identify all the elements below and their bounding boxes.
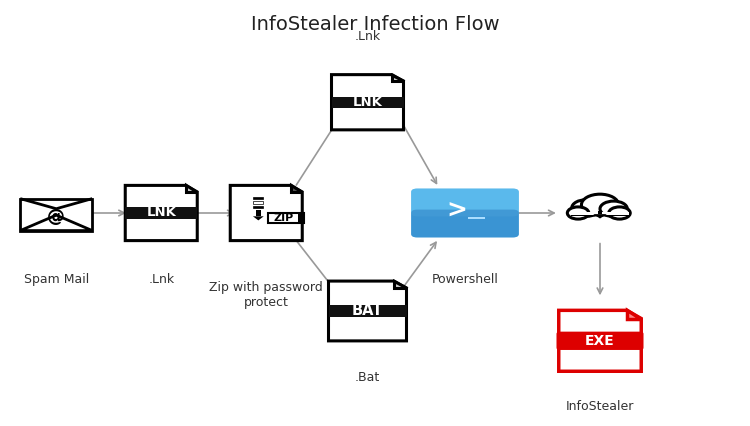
Polygon shape xyxy=(559,310,641,371)
Bar xyxy=(256,210,261,216)
FancyBboxPatch shape xyxy=(411,189,519,216)
Bar xyxy=(125,207,197,219)
Text: .Lnk: .Lnk xyxy=(355,29,380,43)
Polygon shape xyxy=(253,216,264,220)
Polygon shape xyxy=(186,185,197,192)
Bar xyxy=(298,213,304,223)
Polygon shape xyxy=(125,185,197,241)
FancyBboxPatch shape xyxy=(411,210,519,237)
Circle shape xyxy=(567,207,589,219)
Bar xyxy=(598,211,602,214)
Circle shape xyxy=(572,200,601,216)
Text: ZIP: ZIP xyxy=(273,213,293,223)
Bar xyxy=(328,305,406,317)
Text: Zip with password
protect: Zip with password protect xyxy=(209,281,323,309)
Polygon shape xyxy=(291,185,302,192)
Text: InfoStealer: InfoStealer xyxy=(566,400,634,414)
Bar xyxy=(254,201,263,204)
Bar xyxy=(254,206,263,208)
Polygon shape xyxy=(230,185,302,241)
Text: >: > xyxy=(447,199,467,223)
Bar xyxy=(254,197,263,199)
Text: LNK: LNK xyxy=(352,96,382,109)
Text: Powershell: Powershell xyxy=(431,273,499,286)
Bar xyxy=(332,97,404,108)
Text: @: @ xyxy=(47,208,65,226)
Polygon shape xyxy=(627,310,641,319)
Text: .Bat: .Bat xyxy=(355,371,380,384)
Text: EXE: EXE xyxy=(585,334,615,348)
Bar xyxy=(469,217,485,219)
Polygon shape xyxy=(20,199,92,230)
Bar xyxy=(571,212,629,216)
Polygon shape xyxy=(392,75,404,81)
Circle shape xyxy=(609,207,630,219)
Text: LNK: LNK xyxy=(146,207,176,219)
Polygon shape xyxy=(20,215,92,230)
Circle shape xyxy=(600,201,627,216)
Polygon shape xyxy=(328,281,406,341)
FancyBboxPatch shape xyxy=(556,331,644,350)
Polygon shape xyxy=(332,75,404,130)
Bar xyxy=(268,213,304,223)
Text: InfoStealer Infection Flow: InfoStealer Infection Flow xyxy=(251,15,500,34)
Text: .Lnk: .Lnk xyxy=(148,273,174,286)
Polygon shape xyxy=(593,214,607,219)
Text: Spam Mail: Spam Mail xyxy=(24,273,88,286)
Circle shape xyxy=(581,194,619,215)
Text: BAT: BAT xyxy=(352,303,383,319)
Polygon shape xyxy=(394,281,406,288)
Bar xyxy=(571,215,629,216)
FancyBboxPatch shape xyxy=(411,189,519,237)
